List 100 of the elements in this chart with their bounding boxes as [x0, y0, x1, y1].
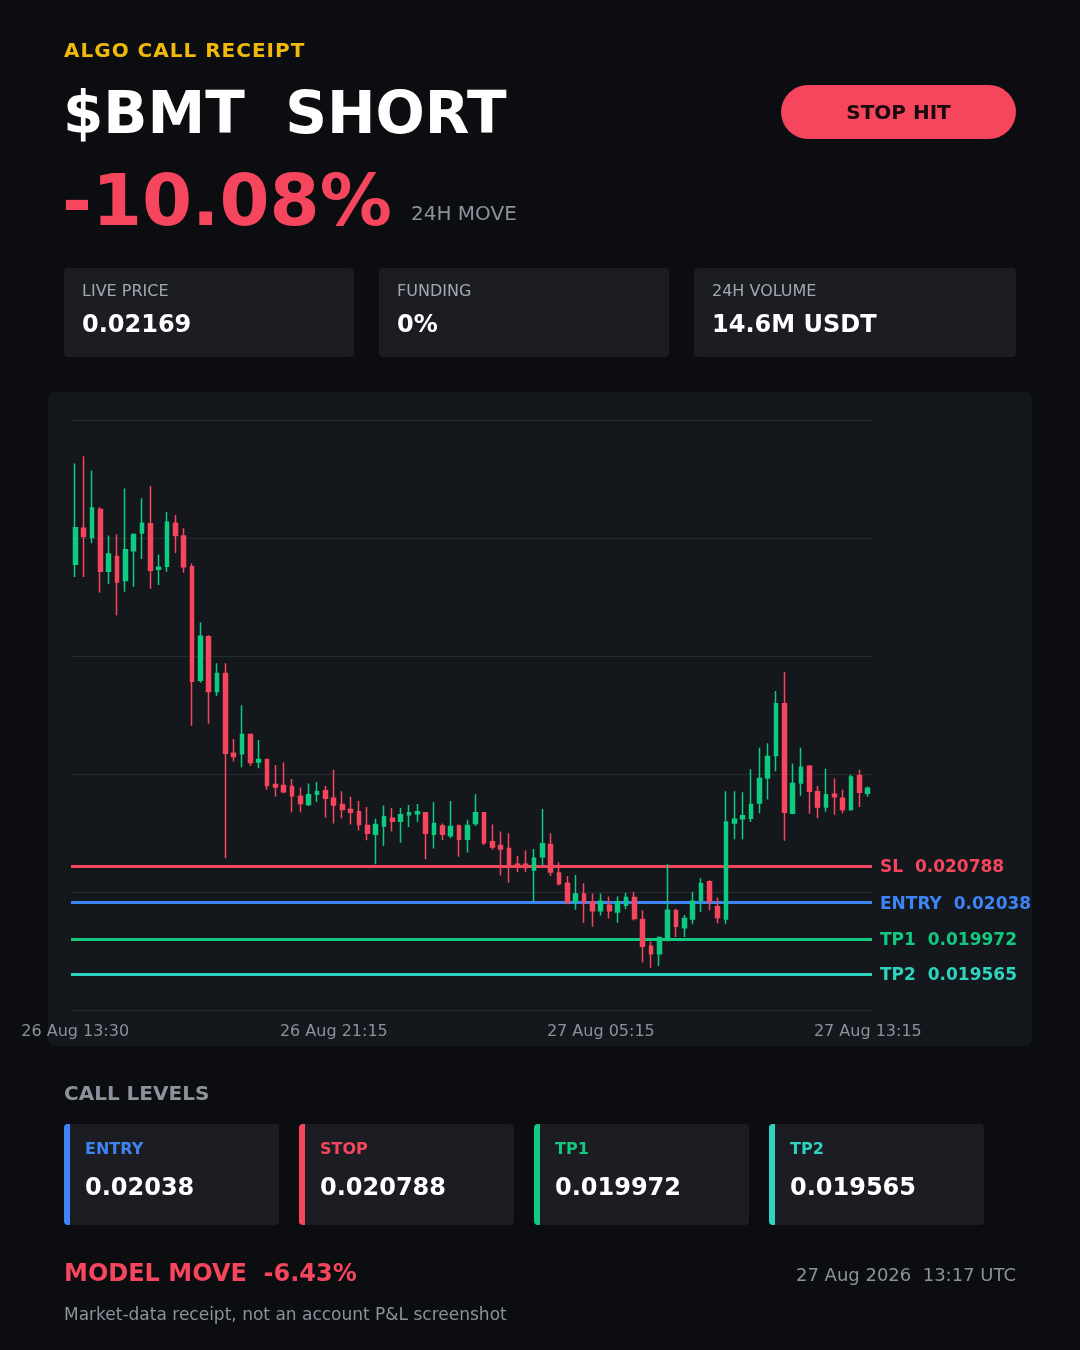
- candlestick: [397, 807, 404, 844]
- candlestick: [422, 811, 429, 860]
- candlestick: [531, 848, 537, 903]
- candlestick: [289, 778, 295, 813]
- text: CALL LEVELS: [64, 1081, 210, 1105]
- text: STOP: [320, 1139, 368, 1159]
- candlestick: [489, 823, 496, 851]
- text: MODEL MOVE -6.43%: [64, 1259, 357, 1287]
- candlestick: [814, 785, 821, 820]
- text: ALGO CALL RECEIPT: [64, 38, 306, 62]
- text: 0.020788: [320, 1173, 447, 1201]
- candlestick: [714, 896, 721, 924]
- candlestick: [589, 892, 596, 928]
- candlestick: [864, 785, 871, 798]
- text: 24H MOVE: [411, 201, 517, 225]
- text: LIVE PRICE: [82, 281, 169, 301]
- candlestick: [723, 790, 729, 925]
- candlestick: [447, 800, 454, 839]
- candlestick: [739, 791, 746, 841]
- candlestick: [389, 807, 396, 833]
- candlestick: [72, 462, 79, 578]
- candlestick: [781, 671, 788, 842]
- text: 27 Aug 2026 13:17 UTC: [795, 1264, 1016, 1286]
- candlestick: [322, 785, 329, 819]
- candlestick: [164, 511, 170, 573]
- candlestick: [122, 487, 129, 593]
- ref-line-label: SL 0.020788: [880, 856, 1005, 877]
- candlestick: [789, 762, 796, 815]
- candlestick: [614, 895, 621, 924]
- candlestick: [773, 690, 779, 772]
- candlestick: [464, 819, 471, 854]
- candlestick: [648, 940, 654, 969]
- ref-line-label: TP1 0.019972: [880, 929, 1017, 949]
- candlestick: [264, 758, 270, 791]
- text: TP2: [790, 1139, 824, 1159]
- candlestick: [606, 895, 613, 920]
- candlestick: [456, 823, 462, 858]
- candlestick: [481, 811, 487, 846]
- candlestick: [239, 704, 245, 768]
- text: 24H VOLUME: [712, 281, 817, 301]
- candlestick: [89, 469, 95, 544]
- x-tick-label: 26 Aug 21:15: [279, 1020, 388, 1040]
- candlestick: [356, 800, 362, 832]
- candlestick: [280, 761, 287, 794]
- candlestick: [155, 553, 162, 586]
- candlestick: [130, 532, 137, 588]
- candlestick: [856, 768, 863, 808]
- candlestick: [372, 818, 379, 866]
- candlestick: [748, 768, 754, 823]
- text: 0%: [397, 310, 438, 338]
- candlestick: [147, 485, 154, 590]
- candlestick: [623, 892, 629, 911]
- x-tick-label: 27 Aug 05:15: [546, 1020, 655, 1040]
- ref-line-label: TP2 0.019565: [880, 963, 1017, 984]
- candlestick: [597, 892, 604, 917]
- candlestick: [80, 455, 87, 578]
- candlestick: [297, 786, 304, 813]
- candlestick: [439, 822, 446, 842]
- text: TP1: [555, 1139, 589, 1159]
- candlestick: [839, 788, 846, 814]
- candlestick: [673, 908, 679, 938]
- candlestick: [305, 782, 312, 807]
- candlestick: [180, 527, 187, 574]
- candlestick: [347, 796, 354, 826]
- x-tick-label: 27 Aug 13:15: [813, 1020, 922, 1040]
- candlestick: [381, 804, 387, 847]
- candlestick: [114, 533, 120, 617]
- candlestick: [414, 803, 421, 823]
- candlestick: [222, 662, 229, 859]
- x-tick-label: 26 Aug 13:30: [21, 1020, 130, 1040]
- candlestick: [848, 774, 854, 812]
- candlestick: [314, 781, 320, 803]
- text: 0.02169: [82, 310, 192, 338]
- candlestick: [431, 801, 437, 850]
- candlestick: [823, 767, 829, 813]
- ref-line-label: ENTRY 0.02038: [880, 892, 1032, 913]
- candlestick: [105, 534, 112, 585]
- candlestick: [330, 768, 337, 825]
- candlestick: [472, 793, 479, 827]
- candlestick: [698, 877, 704, 913]
- candlestick: [798, 746, 804, 797]
- text: FUNDING: [397, 281, 472, 301]
- candlestick: [706, 879, 713, 912]
- candlestick: [764, 742, 771, 801]
- text: 14.6M USDT: [712, 310, 877, 338]
- candlestick: [539, 808, 546, 867]
- candlestick: [97, 506, 104, 594]
- candlestick: [639, 909, 646, 964]
- candlestick: [581, 882, 587, 924]
- candlestick: [272, 764, 279, 798]
- candlestick: [247, 732, 254, 767]
- candlestick: [139, 497, 145, 560]
- text: 0.019972: [555, 1173, 682, 1201]
- text: -10.08%: [62, 158, 392, 242]
- text: Market-data receipt, not an account P&L screenshot: [64, 1303, 507, 1325]
- text: ENTRY: [85, 1139, 144, 1159]
- candlestick: [339, 790, 346, 820]
- text: 0.019565: [790, 1173, 917, 1201]
- candlestick: [572, 874, 579, 911]
- candlestick: [205, 634, 212, 725]
